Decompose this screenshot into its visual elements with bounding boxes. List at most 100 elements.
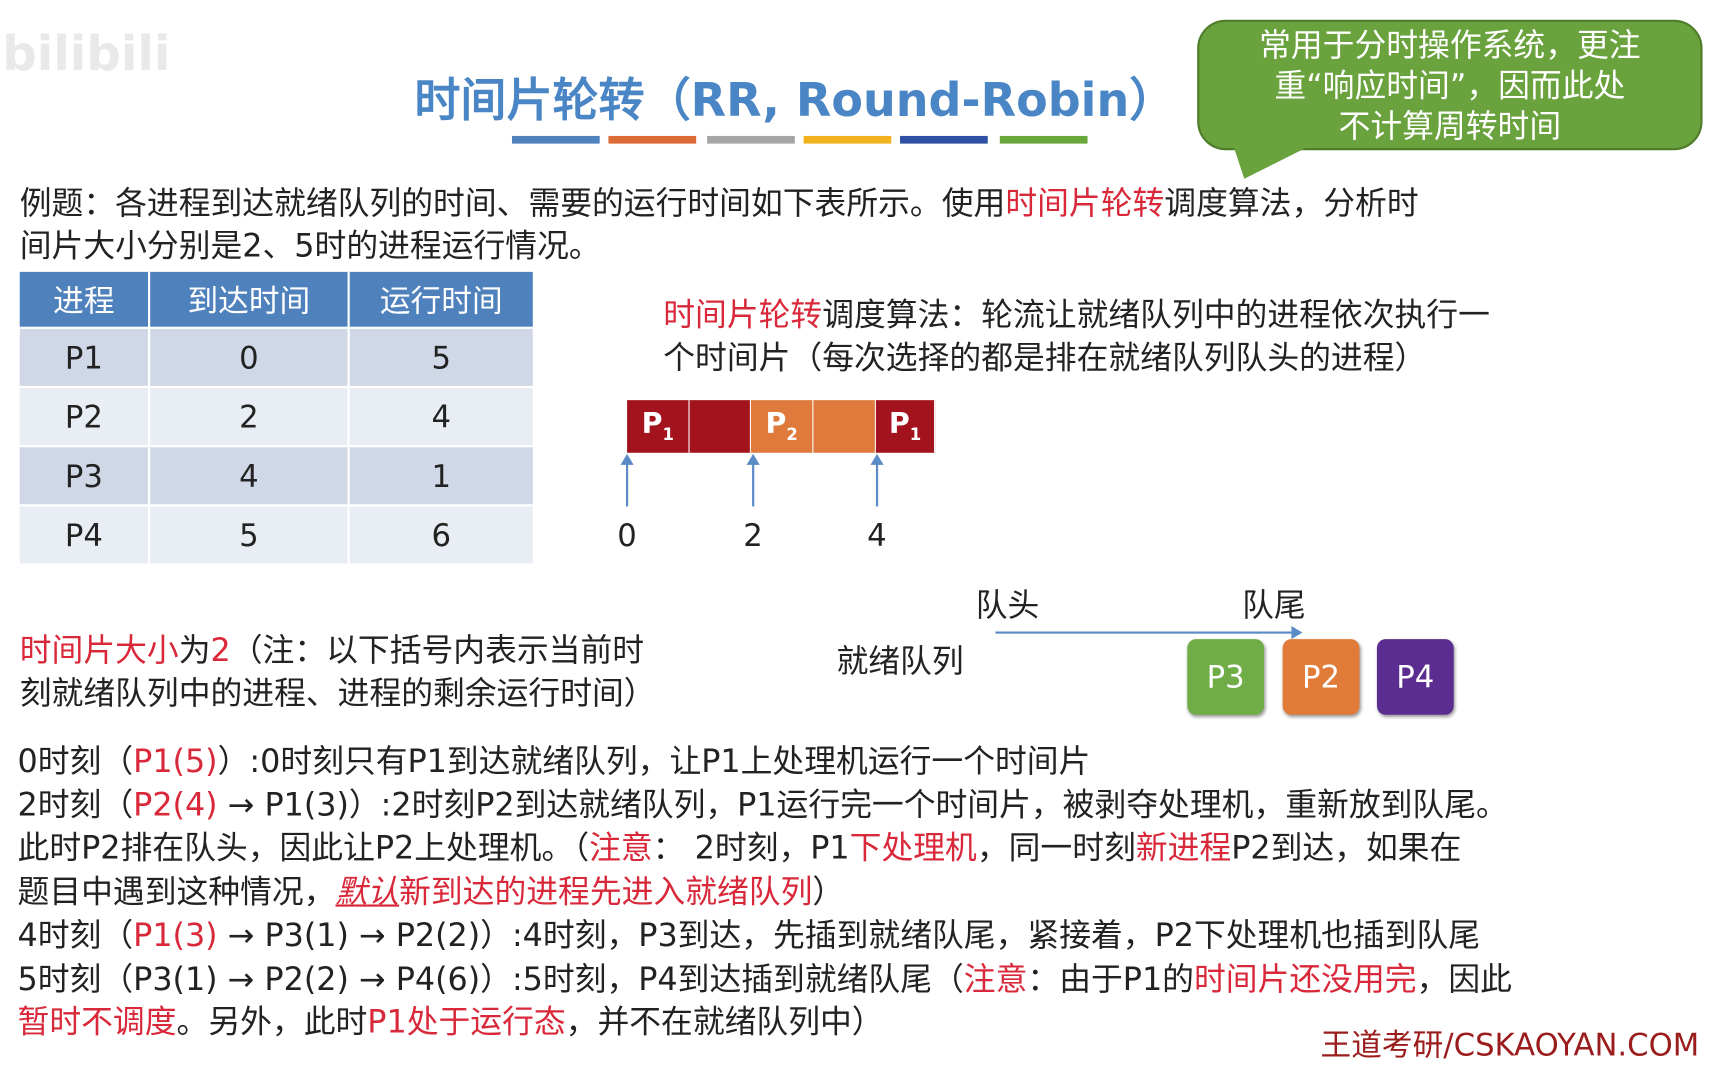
- highlight-text: 时间片大小: [19, 631, 179, 669]
- gantt-segment: P2: [750, 400, 814, 453]
- title-color-bar: [707, 135, 795, 144]
- text-segment: 此时P2排在队头，因此让P2上处理机。（: [17, 829, 590, 867]
- table-cell: 0: [149, 326, 350, 387]
- text-line: 时间片大小为2（注：以下括号内表示当前时: [20, 629, 656, 672]
- highlight-text: P1(3): [133, 916, 218, 954]
- text-line: 题目中遇到这种情况，默认新到达的进程先进入就绪队列）: [18, 871, 1512, 915]
- text-line: 5时刻（P3(1) → P2(2) → P4(6)）:5时刻，P4到达插到就绪队…: [18, 958, 1512, 1002]
- text-line: 刻就绪队列中的进程、进程的剩余运行时间）: [20, 672, 656, 715]
- table-cell: P4: [19, 504, 151, 564]
- time-arrow: [620, 453, 634, 507]
- text-segment: 题目中遇到这种情况，: [17, 872, 336, 911]
- callout-line: 重“响应时间”，因而此处: [1274, 66, 1626, 105]
- table-header: 到达时间: [149, 271, 350, 328]
- highlight-text: 新进程: [1135, 829, 1232, 867]
- text-segment: ： 2时刻，P1: [652, 829, 850, 867]
- text-line: 0时刻（P1(5)）:0时刻只有P1到达就绪队列，让P1上处理机运行一个时间片: [18, 740, 1512, 784]
- table-cell: P3: [19, 445, 151, 506]
- gantt-segment: [689, 400, 751, 453]
- table-cell: 6: [348, 504, 533, 564]
- table-cell: P1: [19, 326, 151, 387]
- queue-head-label: 队头: [975, 586, 1040, 624]
- slide-title: 时间片轮转（RR, Round-Robin）: [414, 73, 1176, 128]
- table-header: 运行时间: [348, 271, 533, 328]
- text-line: 间片大小分别是2、5时的进程运行情况。: [20, 225, 1419, 268]
- table-header: 进程: [19, 271, 151, 328]
- text-line: 时间片轮转调度算法：轮流让就绪队列中的进程依次执行一: [663, 294, 1490, 337]
- table-cell: 5: [149, 504, 350, 564]
- table-cell: P2: [19, 385, 151, 447]
- highlight-text: 暂时不调度: [17, 1003, 177, 1041]
- text-segment: 调度算法，分析时: [1164, 184, 1419, 222]
- highlight-text: 新到达的进程先进入就绪队列: [399, 872, 813, 911]
- queue-process-box: P3: [1187, 639, 1265, 715]
- queue-process-box: P2: [1282, 639, 1360, 715]
- text-line: 个时间片（每次选择的都是排在就绪队列队头的进程）: [663, 337, 1490, 380]
- text-line: 暂时不调度。另外，此时P1处于运行态，并不在就绪队列中）: [18, 1001, 1512, 1045]
- text-segment: P2到达，如果在: [1231, 829, 1462, 867]
- text-segment: 调度算法：轮流让就绪队列中的进程依次执行一: [822, 296, 1490, 334]
- table-cell: 4: [149, 445, 350, 506]
- highlight-text: 注意: [963, 959, 1028, 998]
- text-segment: 个时间片（每次选择的都是排在就绪队列队头的进程）: [663, 338, 1427, 377]
- gantt-segment-label: P2: [765, 408, 798, 445]
- time-tick-label: 0: [617, 517, 637, 554]
- highlight-text: P2(4): [133, 785, 218, 823]
- gantt-segment-label: P1: [641, 408, 674, 445]
- queue-process-box: P4: [1376, 639, 1454, 715]
- text-segment: 4时刻（: [17, 916, 134, 954]
- highlight-text: 时间片轮转: [663, 296, 823, 334]
- table-row: P3 4 1: [19, 445, 533, 506]
- highlight-text: 默认: [335, 872, 400, 911]
- title-color-bar: [608, 135, 697, 144]
- text-segment: 0时刻（: [17, 742, 134, 780]
- text-segment: 5时刻（P3(1) → P2(2) → P4(6)）:5时刻，P4到达插到就绪队…: [17, 959, 964, 998]
- text-line: 4时刻（P1(3) → P3(1) → P2(2)）:4时刻，P3到达，先插到就…: [18, 914, 1512, 958]
- text-segment: ，因此: [1416, 959, 1512, 998]
- queue-arrow: [995, 625, 1303, 640]
- highlight-text: P1(5): [133, 742, 218, 780]
- text-segment: 为: [178, 631, 211, 669]
- process-table: 进程 到达时间 运行时间 P1 0 5 P2 2 4 P3 4 1 P4 5 6: [19, 271, 533, 564]
- footer-brand: 王道考研/CSKAOYAN.COM: [1320, 1027, 1700, 1064]
- text-segment: → P1(3)）:2时刻P2到达就绪队列，P1运行完一个时间片，被剥夺处理机，重…: [217, 785, 1508, 823]
- callout-line: 不计算周转时间: [1338, 107, 1562, 145]
- table-row: P4 5 6: [19, 504, 533, 564]
- text-line: 例题：各进程到达就绪队列的时间、需要的运行时间如下表所示。使用时间片轮转调度算法…: [20, 182, 1419, 225]
- highlight-text: 下处理机: [849, 829, 977, 867]
- problem-text: 例题：各进程到达就绪队列的时间、需要的运行时间如下表所示。使用时间片轮转调度算法…: [20, 182, 1419, 268]
- highlight-text: P1处于运行态: [367, 1003, 566, 1041]
- gantt-segment: [813, 400, 876, 453]
- bilibili-watermark: bilibili: [2, 26, 171, 83]
- time-arrow: [746, 453, 760, 507]
- table-cell: 2: [149, 385, 350, 447]
- gantt-segment: P1: [875, 400, 936, 453]
- title-color-bar: [999, 135, 1088, 144]
- callout-line: 常用于分时操作系统，更注: [1259, 26, 1641, 64]
- steps-text: 0时刻（P1(5)）:0时刻只有P1到达就绪队列，让P1上处理机运行一个时间片 2…: [18, 740, 1512, 1045]
- text-segment: 刻就绪队列中的进程、进程的剩余运行时间）: [19, 674, 656, 712]
- highlight-text: 时间片轮转: [1005, 184, 1165, 222]
- callout-bubble: 常用于分时操作系统，更注 重“响应时间”，因而此处 不计算周转时间: [1197, 19, 1703, 151]
- queue-tail-label: 队尾: [1242, 586, 1306, 624]
- table-row: P2 2 4: [19, 385, 533, 447]
- text-line: 此时P2排在队头，因此让P2上处理机。（注意： 2时刻，P1下处理机，同一时刻新…: [18, 827, 1512, 871]
- callout-tail: [1233, 145, 1311, 179]
- text-segment: ，并不在就绪队列中）: [565, 1003, 884, 1041]
- text-segment: 。另外，此时: [176, 1003, 368, 1041]
- definition-text: 时间片轮转调度算法：轮流让就绪队列中的进程依次执行一 个时间片（每次选择的都是排在…: [663, 294, 1490, 380]
- title-color-bar: [900, 135, 988, 144]
- title-color-bar: [803, 135, 892, 144]
- highlight-text: 时间片还没用完: [1193, 959, 1417, 998]
- time-slice-note: 时间片大小为2（注：以下括号内表示当前时 刻就绪队列中的进程、进程的剩余运行时间）: [20, 629, 656, 715]
- text-segment: （注：以下括号内表示当前时: [230, 631, 645, 669]
- text-segment: → P3(1) → P2(2)）:4时刻，P3到达，先插到就绪队尾，紧接着，P2…: [217, 916, 1481, 954]
- gantt-segment: P1: [627, 400, 690, 453]
- text-segment: 例题：各进程到达就绪队列的时间、需要的运行时间如下表所示。使用: [19, 184, 1006, 222]
- table-row: P1 0 5: [19, 326, 533, 387]
- text-segment: ）:0时刻只有P1到达就绪队列，让P1上处理机运行一个时间片: [217, 742, 1091, 780]
- text-line: 2时刻（P2(4) → P1(3)）:2时刻P2到达就绪队列，P1运行完一个时间…: [18, 784, 1512, 828]
- text-segment: 间片大小分别是2、5时的进程运行情况。: [19, 226, 601, 265]
- table-cell: 4: [348, 385, 533, 447]
- text-segment: 2时刻（: [17, 785, 134, 823]
